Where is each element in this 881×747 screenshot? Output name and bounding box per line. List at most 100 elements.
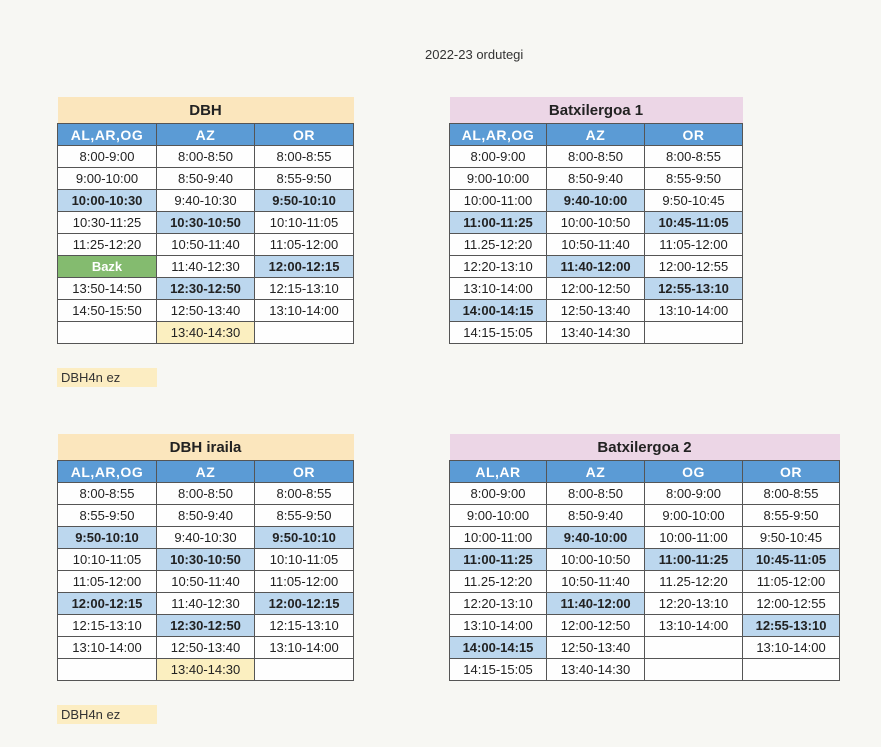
table-cell: 8:00-9:00 — [57, 145, 157, 168]
table-row: 10:30-11:25 10:30-10:50 10:10-11:05 — [57, 211, 355, 234]
table-row: 8:00-9:00 8:00-8:50 8:00-8:55 — [449, 145, 743, 168]
table-row: 11:00-11:25 10:00-10:50 10:45-11:05 — [449, 211, 743, 234]
table-cell: 12:00-12:50 — [546, 277, 645, 300]
table-cell: 10:10-11:05 — [253, 548, 355, 571]
note-label: DBH4n ez — [57, 705, 157, 724]
table-row: 8:00-9:00 8:00-8:50 8:00-8:55 — [57, 145, 355, 168]
column-header: AZ — [546, 123, 645, 146]
table-cell: 12:15-13:10 — [253, 277, 355, 300]
table-cell: 10:10-11:05 — [57, 548, 157, 571]
table-cell: 9:50-10:10 — [253, 526, 355, 549]
table-cell: 8:50-9:40 — [156, 504, 255, 527]
table-row: 11:05-12:00 10:50-11:40 11:05-12:00 — [57, 570, 355, 593]
table-cell: 9:00-10:00 — [449, 504, 547, 527]
column-header: OG — [644, 460, 743, 483]
table-cell: 11.25-12:20 — [644, 570, 743, 593]
table-row: 11.25-12:20 10:50-11:40 11.25-12:20 11:05-1… — [449, 570, 841, 593]
table-cell: 13:10-14:00 — [253, 299, 355, 322]
table-row: 11:00-11:25 10:00-10:50 11:00-11:25 10:45-1… — [449, 548, 841, 571]
table-cell: Bazk — [57, 255, 157, 278]
table-cell: 10:45-11:05 — [644, 211, 743, 234]
table-cell: 12:55-13:10 — [644, 277, 743, 300]
table-row: 11:25-12:20 10:50-11:40 11:05-12:00 — [57, 233, 355, 256]
schedule-table-dbh: DBH AL,AR,OG AZ OR 8:00-9:00 8:00-8:50 8:0… — [57, 97, 355, 344]
table-cell: 11:40-12:00 — [546, 255, 645, 278]
table-row: 10:00-11:00 9:40-10:00 10:00-11:00 9:50-10:… — [449, 526, 841, 549]
table-cell: 13:10-14:00 — [741, 636, 841, 659]
table-title: Batxilergoa 2 — [449, 434, 840, 461]
table-cell: 12:20-13:10 — [449, 592, 547, 615]
table-cell: 8:00-8:55 — [253, 482, 355, 505]
table-cell: 8:55-9:50 — [253, 167, 355, 190]
table-cell — [57, 321, 157, 344]
table-cell: 11:05-12:00 — [253, 233, 355, 256]
note-label: DBH4n ez — [57, 368, 157, 387]
table-cell: 12:50-13:40 — [156, 636, 255, 659]
table-cell: 8:00-8:50 — [546, 482, 645, 505]
table-row: 13:10-14:00 12:00-12:50 12:55-13:10 — [449, 277, 743, 300]
table-row: 9:50-10:10 9:40-10:30 9:50-10:10 — [57, 526, 355, 549]
table-title: DBH — [57, 97, 354, 124]
table-cell: 13:10-14:00 — [57, 636, 157, 659]
table-row: 14:15-15:05 13:40-14:30 — [449, 658, 841, 681]
table-cell: 10:50-11:40 — [546, 233, 645, 256]
table-cell: 13:10-14:00 — [644, 614, 743, 637]
table-cell: 12:00-12:15 — [253, 255, 355, 278]
table-cell: 10:50-11:40 — [156, 233, 255, 256]
table-row: 8:00-8:55 8:00-8:50 8:00-8:55 — [57, 482, 355, 505]
table-cell: 14:15-15:05 — [449, 321, 547, 344]
table-cell: 8:55-9:50 — [253, 504, 355, 527]
column-header: AL,AR,OG — [57, 460, 157, 483]
table-cell: 10:50-11:40 — [156, 570, 255, 593]
table-cell: 9:50-10:10 — [253, 189, 355, 212]
table-cell: 11:05-12:00 — [57, 570, 157, 593]
table-cell: 9:40-10:30 — [156, 189, 255, 212]
table-cell: 8:00-8:55 — [253, 145, 355, 168]
table-cell: 8:00-9:00 — [449, 145, 547, 168]
table-cell: 13:40-14:30 — [546, 658, 645, 681]
table-cell: 9:00-10:00 — [449, 167, 547, 190]
table-cell: 11:25-12:20 — [57, 233, 157, 256]
table-cell: 12:20-13:10 — [449, 255, 547, 278]
column-header: AZ — [156, 123, 255, 146]
table-cell: 12:00-12:55 — [644, 255, 743, 278]
table-row: 12:20-13:10 11:40-12:00 12:20-13:10 12:00-1… — [449, 592, 841, 615]
table-cell: 12:50-13:40 — [546, 299, 645, 322]
table-row: 14:50-15:50 12:50-13:40 13:10-14:00 — [57, 299, 355, 322]
table-cell: 12:15-13:10 — [57, 614, 157, 637]
table-cell: 12:30-12:50 — [156, 277, 255, 300]
table-title: Batxilergoa 1 — [449, 97, 743, 124]
table-row: 9:00-10:00 8:50-9:40 8:55-9:50 — [57, 167, 355, 190]
table-cell: 8:50-9:40 — [546, 167, 645, 190]
column-header: AL,AR — [449, 460, 547, 483]
table-cell: 9:50-10:45 — [644, 189, 743, 212]
table-cell: 11.25-12:20 — [449, 570, 547, 593]
table-cell: 13:40-14:30 — [156, 321, 255, 344]
table-cell: 8:00-8:55 — [741, 482, 841, 505]
table-cell: 10:30-10:50 — [156, 548, 255, 571]
table-cell: 9:00-10:00 — [644, 504, 743, 527]
table-cell: 11:40-12:00 — [546, 592, 645, 615]
table-row: 10:00-11:00 9:40-10:00 9:50-10:45 — [449, 189, 743, 212]
schedule-table-batxilergoa-2: Batxilergoa 2 AL,AR AZ OG OR 8:00-9:00 8:… — [449, 434, 841, 681]
column-header: AZ — [156, 460, 255, 483]
column-header: AL,AR,OG — [57, 123, 157, 146]
table-cell: 12:50-13:40 — [546, 636, 645, 659]
column-header: AL,AR,OG — [449, 123, 547, 146]
table-cell: 12:30-12:50 — [156, 614, 255, 637]
table-row: 13:40-14:30 — [57, 321, 355, 344]
column-header: OR — [253, 123, 355, 146]
table-cell: 8:55-9:50 — [57, 504, 157, 527]
table-cell: 8:55-9:50 — [741, 504, 841, 527]
table-row: 8:00-9:00 8:00-8:50 8:00-9:00 8:00-8:55 — [449, 482, 841, 505]
table-cell: 9:40-10:00 — [546, 189, 645, 212]
table-cell: 13:40-14:30 — [546, 321, 645, 344]
table-row: 9:00-10:00 8:50-9:40 8:55-9:50 — [449, 167, 743, 190]
table-cell — [644, 636, 743, 659]
table-cell: 10:00-10:50 — [546, 548, 645, 571]
table-row: Bazk 11:40-12:30 12:00-12:15 — [57, 255, 355, 278]
table-cell — [253, 658, 355, 681]
column-header: OR — [741, 460, 841, 483]
table-cell: 8:50-9:40 — [546, 504, 645, 527]
table-cell: 12:20-13:10 — [644, 592, 743, 615]
